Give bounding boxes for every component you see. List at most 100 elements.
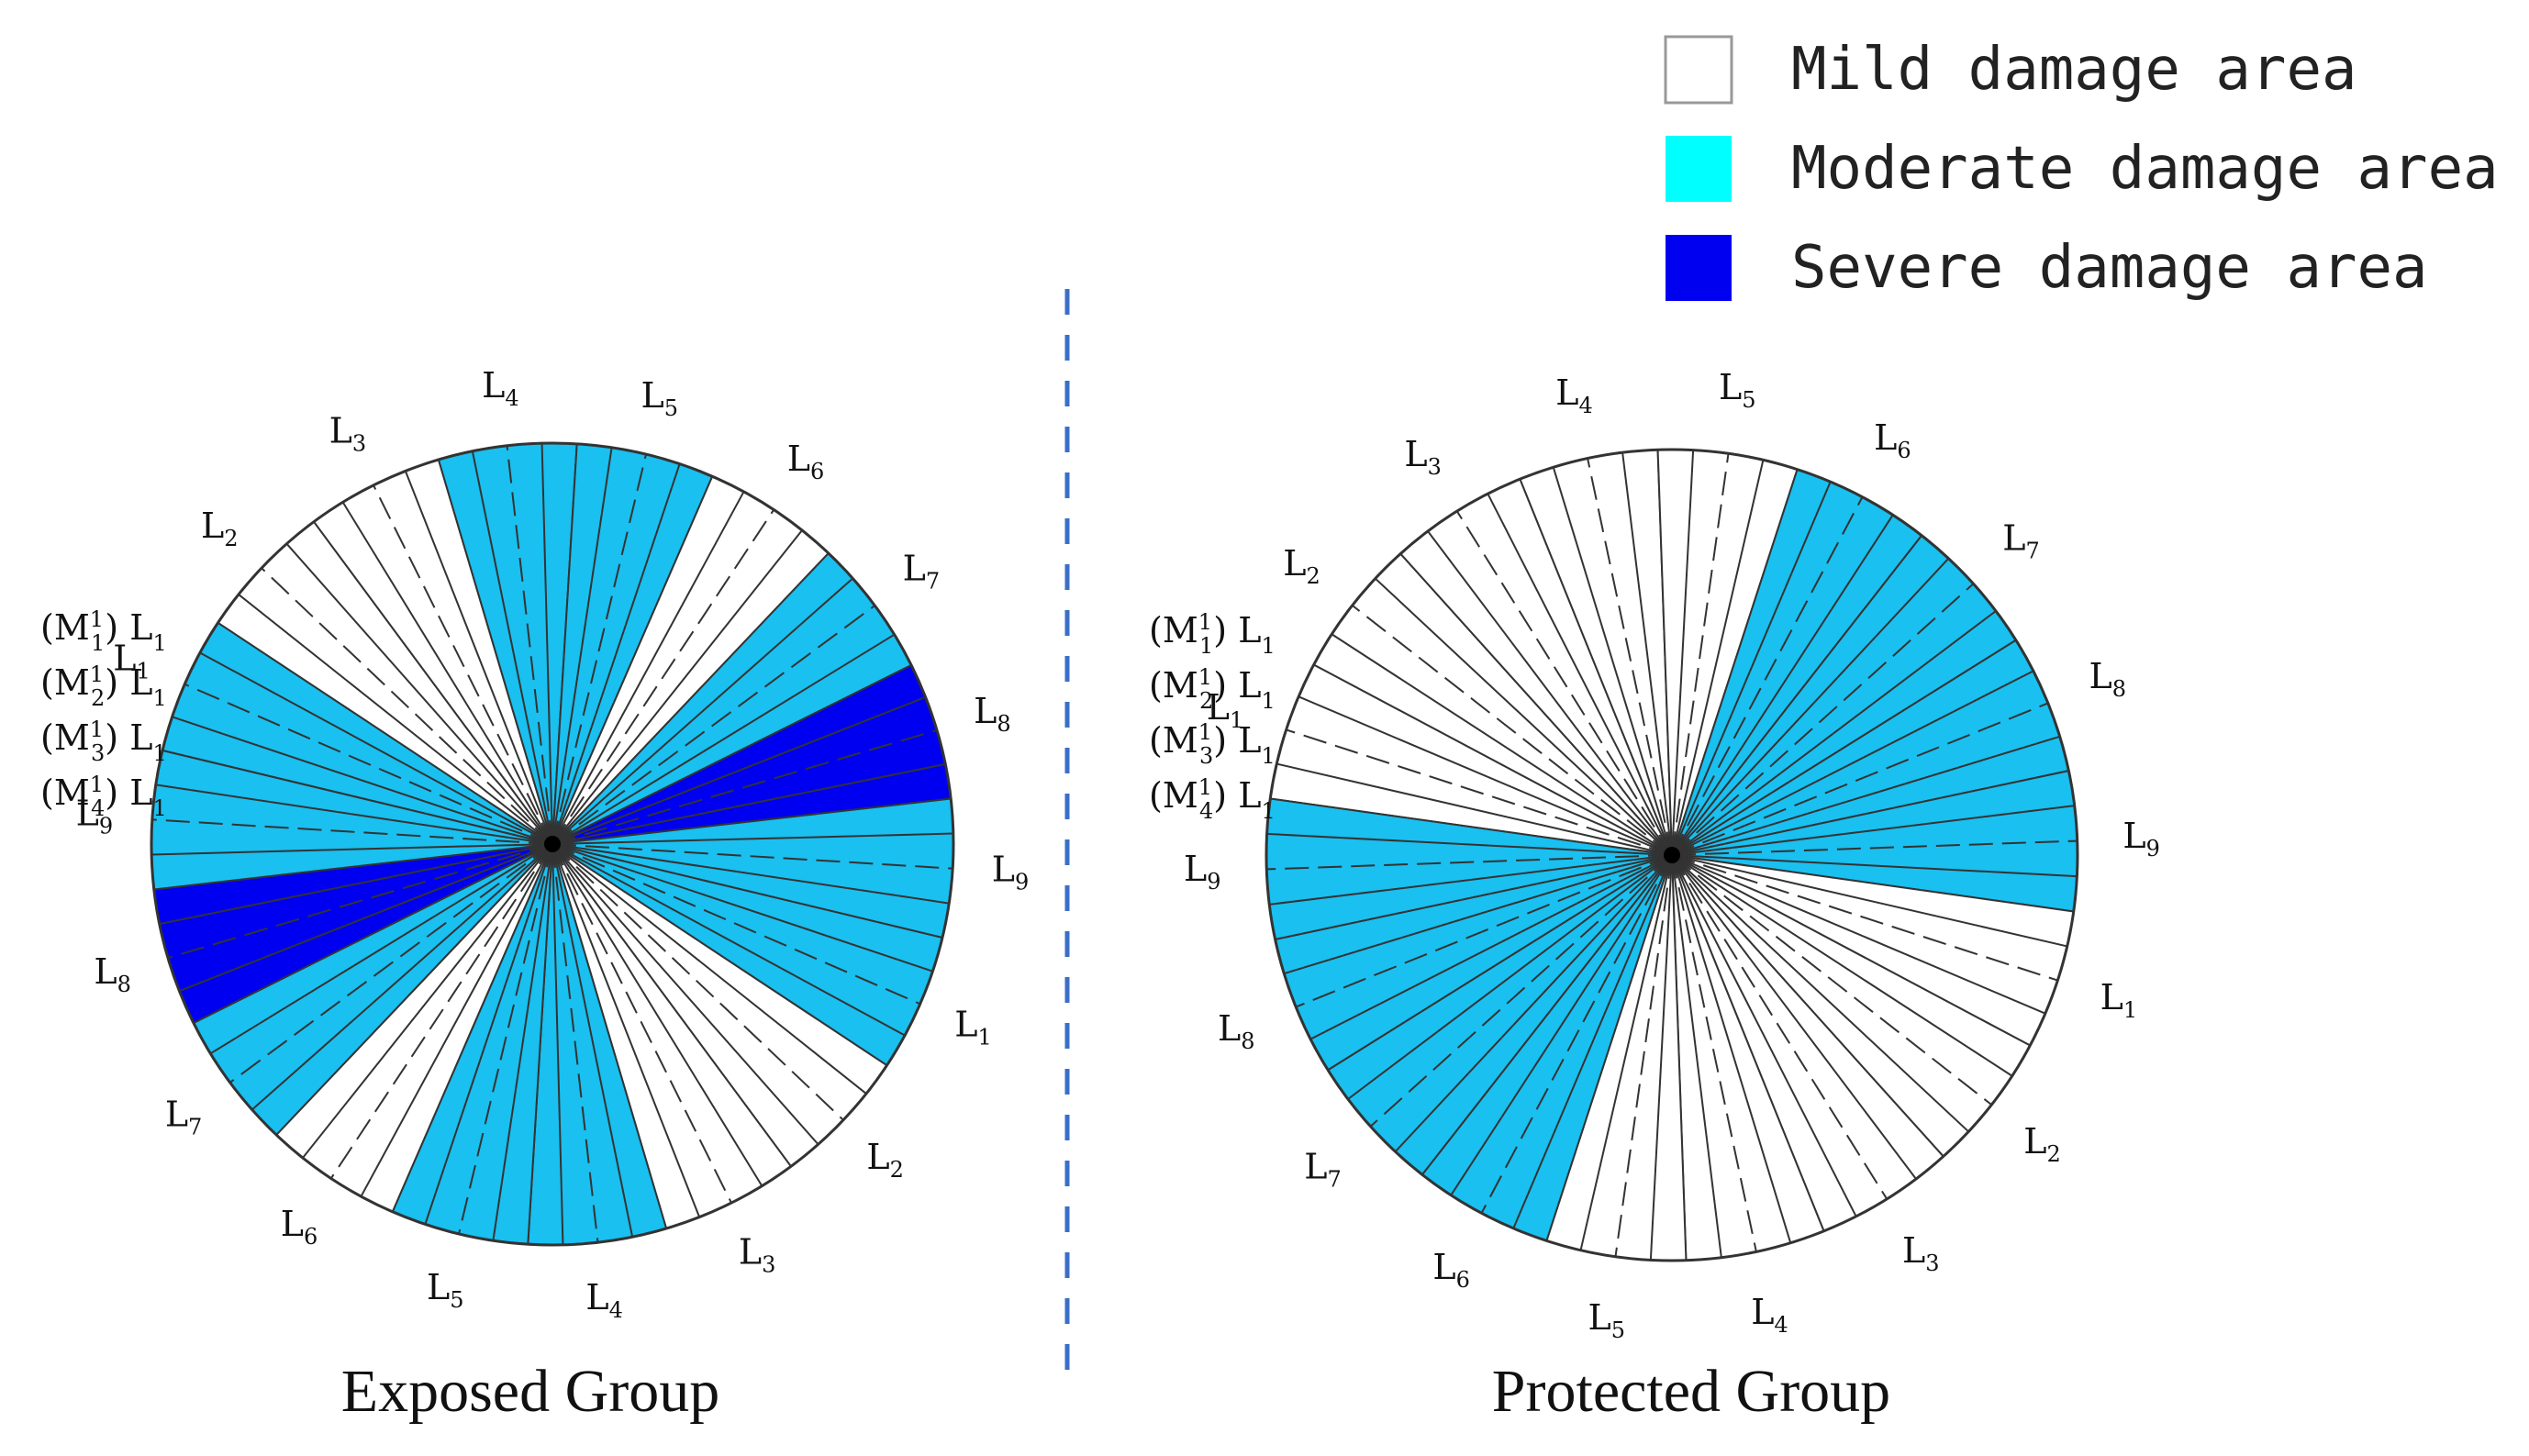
- channel-label-m3: (M1 3) L1: [1149, 719, 1276, 769]
- channel-line: [1671, 610, 1997, 856]
- channel-line: [285, 543, 553, 845]
- channel-line: [360, 843, 553, 1197]
- sector-label-l9: L9: [1184, 848, 1221, 894]
- channel-line: [551, 633, 896, 845]
- channel-line: [551, 491, 745, 845]
- channel-label-m1: (M1 1) L1: [40, 606, 167, 656]
- sector-label-l3: L3: [739, 1231, 776, 1277]
- sector-label-l7: L7: [165, 1094, 203, 1139]
- channel-line: [1487, 493, 1673, 856]
- channel-line: [551, 843, 599, 1243]
- channel-line: [1649, 854, 1673, 1261]
- channel-line: [551, 832, 953, 845]
- channel-line: [1671, 583, 1975, 856]
- channel-line: [1512, 854, 1673, 1229]
- channel-line: [1266, 854, 1673, 871]
- channel-line: [1671, 453, 1730, 856]
- channel-line: [1276, 762, 1673, 856]
- sector-label-l7: L7: [2002, 517, 2040, 563]
- sector-label-l6: L6: [787, 439, 825, 484]
- legend-label-mild: Mild damage area: [1791, 36, 2357, 104]
- sector-label-l9: L9: [2122, 816, 2160, 861]
- channel-line: [1480, 854, 1673, 1214]
- sector-label-l4: L4: [1555, 372, 1593, 418]
- sector-label-l5: L5: [427, 1267, 464, 1313]
- channel-line: [302, 843, 553, 1159]
- channel-line: [1455, 510, 1673, 856]
- channel-line: [551, 843, 921, 1006]
- channel-line: [1671, 854, 2058, 982]
- channel-line: [1309, 854, 1673, 1040]
- sector-label-l3: L3: [329, 410, 367, 456]
- channel-line: [471, 450, 553, 845]
- center-point: [544, 836, 561, 852]
- channel-line: [341, 501, 553, 845]
- channel-line: [506, 445, 553, 845]
- sector-label-l2: L2: [1283, 542, 1320, 588]
- channel-line: [551, 843, 844, 1121]
- channel-line: [1671, 854, 2046, 1015]
- channel-line: [551, 695, 926, 845]
- channel-line: [1671, 481, 1832, 856]
- legend-swatch-mild: [1664, 35, 1733, 105]
- channel-line: [1671, 854, 1969, 1133]
- channel-line: [1671, 514, 1894, 856]
- sector-label-l2: L2: [866, 1137, 904, 1183]
- channel-line: [1369, 854, 1673, 1128]
- sector-label-l4: L4: [585, 1276, 623, 1322]
- channel-line: [151, 818, 553, 845]
- sector-label-l6: L6: [1432, 1247, 1470, 1293]
- channel-line: [238, 594, 553, 845]
- channel-label-m2: (M1 2) L1: [40, 661, 167, 711]
- sector-label-l5: L5: [641, 374, 678, 420]
- channel-line: [551, 843, 763, 1187]
- channel-line: [404, 471, 553, 845]
- sector-label-l6: L6: [1874, 417, 1911, 462]
- channel-line: [1587, 458, 1673, 856]
- channel-line: [1671, 854, 1992, 1106]
- channel-line: [551, 843, 701, 1217]
- sector-label-l4: L4: [482, 365, 519, 411]
- sector-label-l8: L8: [1218, 1007, 1255, 1053]
- channel-line: [1671, 450, 1695, 856]
- sector-label-l5: L5: [1719, 366, 1756, 412]
- channel-line: [1614, 854, 1673, 1257]
- channel-line: [551, 509, 775, 845]
- channel-line: [551, 529, 803, 845]
- channel-line: [551, 843, 867, 1095]
- channel-line: [551, 843, 732, 1204]
- channel-line: [551, 843, 950, 905]
- channel-label-m3: (M1 3) L1: [40, 717, 167, 766]
- protected-group-title: Protected Group: [1492, 1358, 1890, 1425]
- exposed-group-title: Exposed Group: [341, 1358, 719, 1425]
- channel-line: [1579, 854, 1673, 1250]
- channel-label-m4: (M1 4) L1: [40, 772, 167, 821]
- channel-line: [1269, 854, 1673, 906]
- sector-label-l4: L4: [1751, 1291, 1788, 1337]
- channel-line: [458, 843, 553, 1235]
- legend: Mild damage area Moderate damage area Se…: [1664, 35, 2499, 302]
- channel-line: [1671, 854, 1757, 1252]
- channel-line: [551, 843, 933, 973]
- sector-label-l1: L1: [1207, 686, 1244, 732]
- legend-swatch-moderate: [1666, 136, 1732, 202]
- channel-line: [1671, 854, 1857, 1217]
- sector-label-l7: L7: [903, 548, 941, 594]
- sector-label-l9: L9: [76, 793, 114, 839]
- sector-label-l5: L5: [1588, 1297, 1625, 1343]
- channel-line: [209, 843, 553, 1055]
- channel-line: [1671, 854, 2067, 948]
- channel-line: [551, 762, 946, 845]
- sector-label-l8: L8: [2089, 656, 2126, 702]
- sector-label-l8: L8: [94, 951, 131, 997]
- protected-group-diagram: L1 L2 L3 L4 L5 L6 L7 L8 L9 L1 L2 L3 L4 L5 L6 L7 L8 L9 (M1 1…: [1149, 366, 2160, 1342]
- channel-line: [551, 447, 613, 845]
- channel-line: [1671, 854, 1792, 1243]
- channel-line: [199, 651, 553, 845]
- channel-line: [1331, 633, 1673, 856]
- channel-line: [1286, 728, 1673, 856]
- channel-line: [1671, 558, 1950, 856]
- channel-line: [1671, 854, 2013, 1077]
- legend-label-severe: Severe damage area: [1791, 234, 2428, 302]
